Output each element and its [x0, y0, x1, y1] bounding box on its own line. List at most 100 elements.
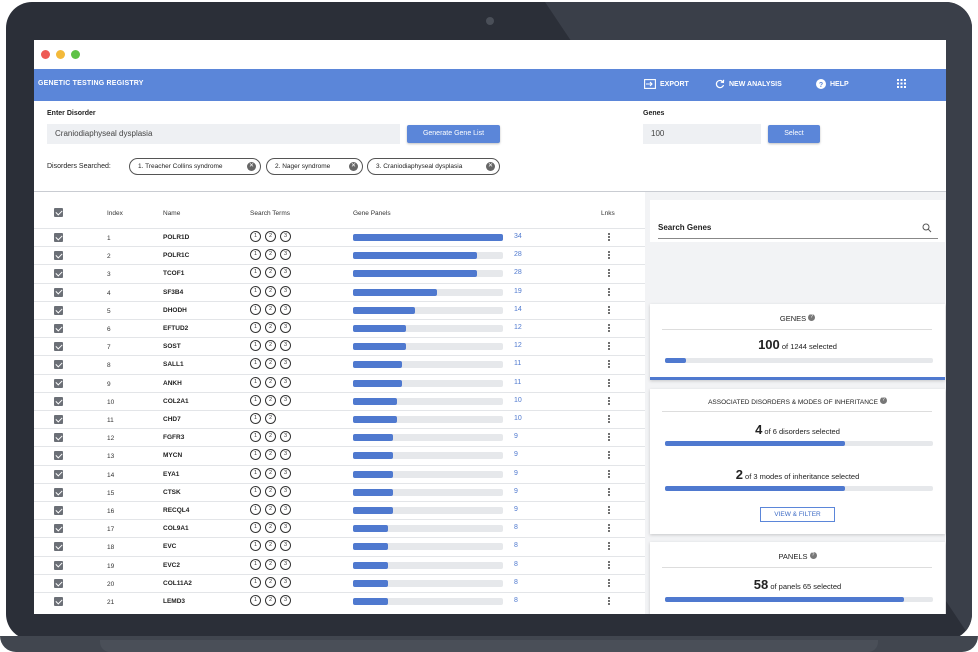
- row-checkbox[interactable]: [54, 415, 63, 424]
- row-checkbox[interactable]: [54, 287, 63, 297]
- table-row[interactable]: 7 SOST 1 2 3 12: [34, 337, 645, 355]
- row-checkbox[interactable]: [54, 524, 63, 534]
- new-analysis-button[interactable]: NEW ANALYSIS: [715, 79, 782, 89]
- help-icon[interactable]: ?: [879, 397, 887, 404]
- gene-panel-count[interactable]: 9: [514, 487, 518, 495]
- more-options-icon[interactable]: [606, 560, 612, 572]
- gene-panel-count[interactable]: 8: [514, 542, 518, 550]
- gene-panel-count[interactable]: 19: [514, 287, 522, 295]
- more-options-icon[interactable]: [606, 378, 612, 390]
- help-icon[interactable]: ?: [808, 314, 816, 321]
- table-row[interactable]: 2 POLR1C 1 2 3 28: [34, 246, 645, 264]
- gene-panel-count[interactable]: 9: [514, 433, 518, 441]
- table-row[interactable]: 16 RECQL4 1 2 3 9: [34, 501, 645, 519]
- row-checkbox[interactable]: [54, 469, 63, 479]
- gene-panel-count[interactable]: 10: [514, 396, 522, 404]
- row-checkbox[interactable]: [54, 542, 63, 552]
- more-options-icon[interactable]: [606, 359, 612, 371]
- disorder-chip[interactable]: 1. Treacher Collins syndrome ✕: [129, 158, 261, 175]
- gene-panel-count[interactable]: 8: [514, 597, 518, 604]
- gene-panel-count[interactable]: 9: [514, 451, 518, 459]
- gene-panel-count[interactable]: 10: [514, 415, 522, 422]
- more-options-icon[interactable]: [606, 450, 612, 462]
- table-row[interactable]: 5 DHODH 1 2 3 14: [34, 300, 645, 319]
- table-row[interactable]: 20 COL11A2 1 2 3 8: [34, 573, 645, 592]
- row-checkbox[interactable]: [54, 342, 63, 352]
- row-checkbox[interactable]: [54, 560, 63, 570]
- search-icon[interactable]: [922, 223, 932, 233]
- row-checkbox[interactable]: [54, 578, 63, 588]
- more-options-icon[interactable]: [606, 596, 612, 608]
- table-row[interactable]: 8 SALL1 1 2 3 11: [34, 355, 645, 373]
- more-options-icon[interactable]: [606, 487, 612, 499]
- remove-chip-icon[interactable]: ✕: [486, 162, 495, 171]
- table-row[interactable]: 13 MYCN 1 2 3 9: [34, 446, 645, 464]
- disorder-chip[interactable]: 2. Nager syndrome ✕: [266, 158, 363, 175]
- gene-panel-count[interactable]: 9: [514, 469, 518, 477]
- gene-panel-count[interactable]: 12: [514, 324, 522, 331]
- row-checkbox[interactable]: [54, 324, 63, 333]
- select-button[interactable]: Select: [768, 125, 820, 143]
- table-row[interactable]: 11 CHD7 1 2 10: [34, 410, 645, 428]
- view-filter-button[interactable]: VIEW & FILTER: [760, 507, 835, 522]
- disorder-input[interactable]: Craniodiaphyseal dysplasia: [47, 124, 400, 144]
- more-options-icon[interactable]: [606, 323, 612, 335]
- table-row[interactable]: 4 SF3B4 1 2 3 19: [34, 282, 645, 301]
- row-checkbox[interactable]: [54, 360, 63, 370]
- gene-panel-count[interactable]: 34: [514, 233, 522, 240]
- row-checkbox[interactable]: [54, 269, 63, 279]
- more-options-icon[interactable]: [606, 523, 612, 535]
- table-row[interactable]: 3 TCOF1 1 2 3 28: [34, 264, 645, 282]
- row-checkbox[interactable]: [54, 378, 63, 388]
- table-row[interactable]: 18 EVC 1 2 3 8: [34, 537, 645, 555]
- row-checkbox[interactable]: [54, 305, 63, 315]
- row-checkbox[interactable]: [54, 396, 63, 406]
- table-row[interactable]: 17 COL9A1 1 2 3 8: [34, 519, 645, 537]
- more-options-icon[interactable]: [606, 505, 612, 517]
- gene-panel-count[interactable]: 11: [514, 378, 522, 386]
- more-options-icon[interactable]: [606, 469, 612, 481]
- table-row[interactable]: 9 ANKH 1 2 3 11: [34, 373, 645, 392]
- more-options-icon[interactable]: [606, 250, 612, 262]
- gene-panel-count[interactable]: 8: [514, 524, 518, 532]
- row-checkbox[interactable]: [54, 451, 63, 461]
- remove-chip-icon[interactable]: ✕: [247, 162, 256, 171]
- row-checkbox[interactable]: [54, 233, 63, 242]
- table-row[interactable]: 1 POLR1D 1 2 3 34: [34, 228, 645, 246]
- gene-panel-count[interactable]: 28: [514, 251, 522, 259]
- more-options-icon[interactable]: [606, 305, 612, 317]
- more-options-icon[interactable]: [606, 268, 612, 280]
- select-all-checkbox[interactable]: [54, 208, 63, 217]
- table-row[interactable]: 12 FGFR3 1 2 3 9: [34, 428, 645, 446]
- gene-panel-count[interactable]: 12: [514, 342, 522, 350]
- row-checkbox[interactable]: [54, 506, 63, 515]
- more-options-icon[interactable]: [606, 432, 612, 444]
- more-options-icon[interactable]: [606, 578, 612, 590]
- row-checkbox[interactable]: [54, 433, 63, 443]
- gene-panel-count[interactable]: 8: [514, 578, 518, 586]
- table-row[interactable]: 6 EFTUD2 1 2 3 12: [34, 319, 645, 337]
- genes-count-input[interactable]: 100: [643, 124, 761, 144]
- more-options-icon[interactable]: [606, 541, 612, 553]
- gene-panel-count[interactable]: 9: [514, 506, 518, 513]
- table-row[interactable]: 19 EVC2 1 2 3 8: [34, 555, 645, 574]
- help-icon[interactable]: ?: [809, 552, 817, 559]
- generate-gene-list-button[interactable]: Generate Gene List: [407, 125, 500, 143]
- table-row[interactable]: 10 COL2A1 1 2 3 10: [34, 391, 645, 410]
- row-checkbox[interactable]: [54, 251, 63, 261]
- table-row[interactable]: 21 LEMD3 1 2 3 8: [34, 592, 645, 610]
- gene-panel-count[interactable]: 8: [514, 560, 518, 568]
- remove-chip-icon[interactable]: ✕: [349, 162, 358, 171]
- gene-panel-count[interactable]: 28: [514, 269, 522, 277]
- gene-panel-count[interactable]: 14: [514, 305, 522, 313]
- row-checkbox[interactable]: [54, 487, 63, 497]
- search-genes-box[interactable]: Search Genes: [650, 200, 945, 242]
- apps-grid-button[interactable]: [897, 79, 906, 88]
- row-checkbox[interactable]: [54, 597, 63, 606]
- table-row[interactable]: 15 CTSK 1 2 3 9: [34, 482, 645, 501]
- more-options-icon[interactable]: [606, 287, 612, 299]
- help-button[interactable]: ? HELP: [816, 79, 849, 89]
- more-options-icon[interactable]: [606, 396, 612, 408]
- disorder-chip[interactable]: 3. Craniodiaphyseal dysplasia ✕: [367, 158, 500, 175]
- more-options-icon[interactable]: [606, 341, 612, 353]
